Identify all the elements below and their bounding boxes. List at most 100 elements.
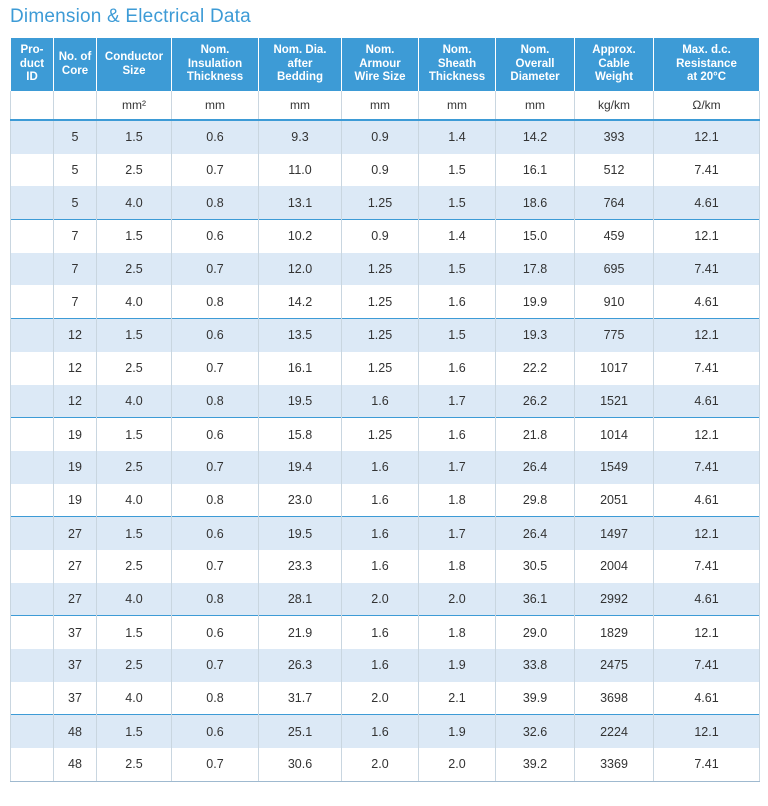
cell-insulation-thickness: 0.6 [171, 714, 259, 749]
cell-armour-wire-size: 0.9 [341, 219, 419, 253]
cell-product-id [10, 186, 54, 220]
cell-dia-after-bedding: 19.5 [258, 516, 342, 550]
cell-overall-diameter: 26.2 [495, 384, 575, 418]
cell-dc-resistance: 4.61 [653, 384, 760, 418]
cell-dc-resistance: 7.41 [653, 748, 760, 782]
cell-conductor-size: 4.0 [96, 285, 172, 319]
cell-no-of-core: 19 [53, 483, 97, 517]
header-product-id: Pro- duct ID [10, 38, 54, 91]
cell-no-of-core: 48 [53, 714, 97, 749]
cell-no-of-core: 37 [53, 681, 97, 715]
spec-table: Pro- duct ID No. of Core Conductor Size … [10, 38, 760, 782]
cell-sheath-thickness: 1.5 [418, 153, 496, 187]
cell-dia-after-bedding: 23.3 [258, 549, 342, 583]
cell-sheath-thickness: 2.1 [418, 681, 496, 715]
cell-dia-after-bedding: 15.8 [258, 417, 342, 451]
table-header-row: Pro- duct ID No. of Core Conductor Size … [10, 38, 760, 91]
cell-insulation-thickness: 0.6 [171, 120, 259, 154]
cell-overall-diameter: 21.8 [495, 417, 575, 451]
cell-cable-weight: 512 [574, 153, 654, 187]
cell-product-id [10, 285, 54, 319]
table-row: 12 2.5 0.7 16.1 1.25 1.6 22.2 1017 7.41 [10, 351, 760, 385]
cell-overall-diameter: 29.0 [495, 615, 575, 649]
cell-cable-weight: 3698 [574, 681, 654, 715]
cell-sheath-thickness: 1.4 [418, 120, 496, 154]
cell-conductor-size: 1.5 [96, 318, 172, 352]
cell-no-of-core: 27 [53, 516, 97, 550]
cell-cable-weight: 1017 [574, 351, 654, 385]
unit-cell [10, 91, 54, 121]
cell-insulation-thickness: 0.8 [171, 582, 259, 616]
table-row: 7 4.0 0.8 14.2 1.25 1.6 19.9 910 4.61 [10, 285, 760, 319]
cell-dia-after-bedding: 10.2 [258, 219, 342, 253]
cell-insulation-thickness: 0.7 [171, 351, 259, 385]
header-cable-weight: Approx. Cable Weight [574, 38, 654, 91]
cell-insulation-thickness: 0.7 [171, 549, 259, 583]
cell-conductor-size: 2.5 [96, 450, 172, 484]
header-insulation-thickness: Nom. Insulation Thickness [171, 38, 259, 91]
cell-conductor-size: 2.5 [96, 748, 172, 782]
cell-dia-after-bedding: 19.5 [258, 384, 342, 418]
table-row: 19 4.0 0.8 23.0 1.6 1.8 29.8 2051 4.61 [10, 483, 760, 517]
cell-armour-wire-size: 1.6 [341, 549, 419, 583]
cell-dia-after-bedding: 13.1 [258, 186, 342, 220]
cell-cable-weight: 2051 [574, 483, 654, 517]
cell-armour-wire-size: 0.9 [341, 120, 419, 154]
cell-no-of-core: 7 [53, 252, 97, 286]
cell-sheath-thickness: 1.5 [418, 186, 496, 220]
cell-dc-resistance: 4.61 [653, 483, 760, 517]
cell-sheath-thickness: 1.5 [418, 252, 496, 286]
cell-product-id [10, 748, 54, 782]
unit-cell: kg/km [574, 91, 654, 121]
cell-conductor-size: 2.5 [96, 252, 172, 286]
cell-no-of-core: 27 [53, 549, 97, 583]
table-row: 12 1.5 0.6 13.5 1.25 1.5 19.3 775 12.1 [10, 318, 760, 352]
cell-product-id [10, 615, 54, 649]
cell-dc-resistance: 4.61 [653, 582, 760, 616]
cell-product-id [10, 649, 54, 682]
cell-insulation-thickness: 0.7 [171, 450, 259, 484]
cell-conductor-size: 1.5 [96, 714, 172, 749]
cell-insulation-thickness: 0.6 [171, 318, 259, 352]
header-dia-after-bedding: Nom. Dia. after Bedding [258, 38, 342, 91]
cell-sheath-thickness: 1.7 [418, 516, 496, 550]
cell-cable-weight: 1497 [574, 516, 654, 550]
cell-dia-after-bedding: 26.3 [258, 649, 342, 682]
cell-insulation-thickness: 0.6 [171, 219, 259, 253]
cell-cable-weight: 3369 [574, 748, 654, 782]
cell-armour-wire-size: 0.9 [341, 153, 419, 187]
cell-dc-resistance: 7.41 [653, 649, 760, 682]
cell-insulation-thickness: 0.7 [171, 153, 259, 187]
cell-insulation-thickness: 0.6 [171, 417, 259, 451]
cell-armour-wire-size: 1.6 [341, 450, 419, 484]
cell-dc-resistance: 4.61 [653, 285, 760, 319]
cell-sheath-thickness: 2.0 [418, 582, 496, 616]
cell-no-of-core: 27 [53, 582, 97, 616]
cell-armour-wire-size: 1.25 [341, 285, 419, 319]
table-row: 5 2.5 0.7 11.0 0.9 1.5 16.1 512 7.41 [10, 153, 760, 187]
cell-sheath-thickness: 1.8 [418, 483, 496, 517]
cell-cable-weight: 2224 [574, 714, 654, 749]
cell-cable-weight: 2475 [574, 649, 654, 682]
cell-dc-resistance: 7.41 [653, 252, 760, 286]
cell-armour-wire-size: 1.6 [341, 714, 419, 749]
cell-overall-diameter: 33.8 [495, 649, 575, 682]
cell-sheath-thickness: 1.6 [418, 351, 496, 385]
cell-cable-weight: 1014 [574, 417, 654, 451]
cell-dc-resistance: 4.61 [653, 681, 760, 715]
cell-dia-after-bedding: 25.1 [258, 714, 342, 749]
cell-armour-wire-size: 1.25 [341, 351, 419, 385]
cell-product-id [10, 549, 54, 583]
cell-product-id [10, 516, 54, 550]
cell-sheath-thickness: 1.9 [418, 714, 496, 749]
cell-armour-wire-size: 2.0 [341, 748, 419, 782]
cell-armour-wire-size: 1.25 [341, 417, 419, 451]
table-row: 48 2.5 0.7 30.6 2.0 2.0 39.2 3369 7.41 [10, 748, 760, 782]
cell-no-of-core: 19 [53, 450, 97, 484]
table-row: 27 2.5 0.7 23.3 1.6 1.8 30.5 2004 7.41 [10, 549, 760, 583]
cell-dc-resistance: 12.1 [653, 219, 760, 253]
cell-overall-diameter: 22.2 [495, 351, 575, 385]
cell-product-id [10, 318, 54, 352]
cell-insulation-thickness: 0.7 [171, 252, 259, 286]
cell-overall-diameter: 17.8 [495, 252, 575, 286]
